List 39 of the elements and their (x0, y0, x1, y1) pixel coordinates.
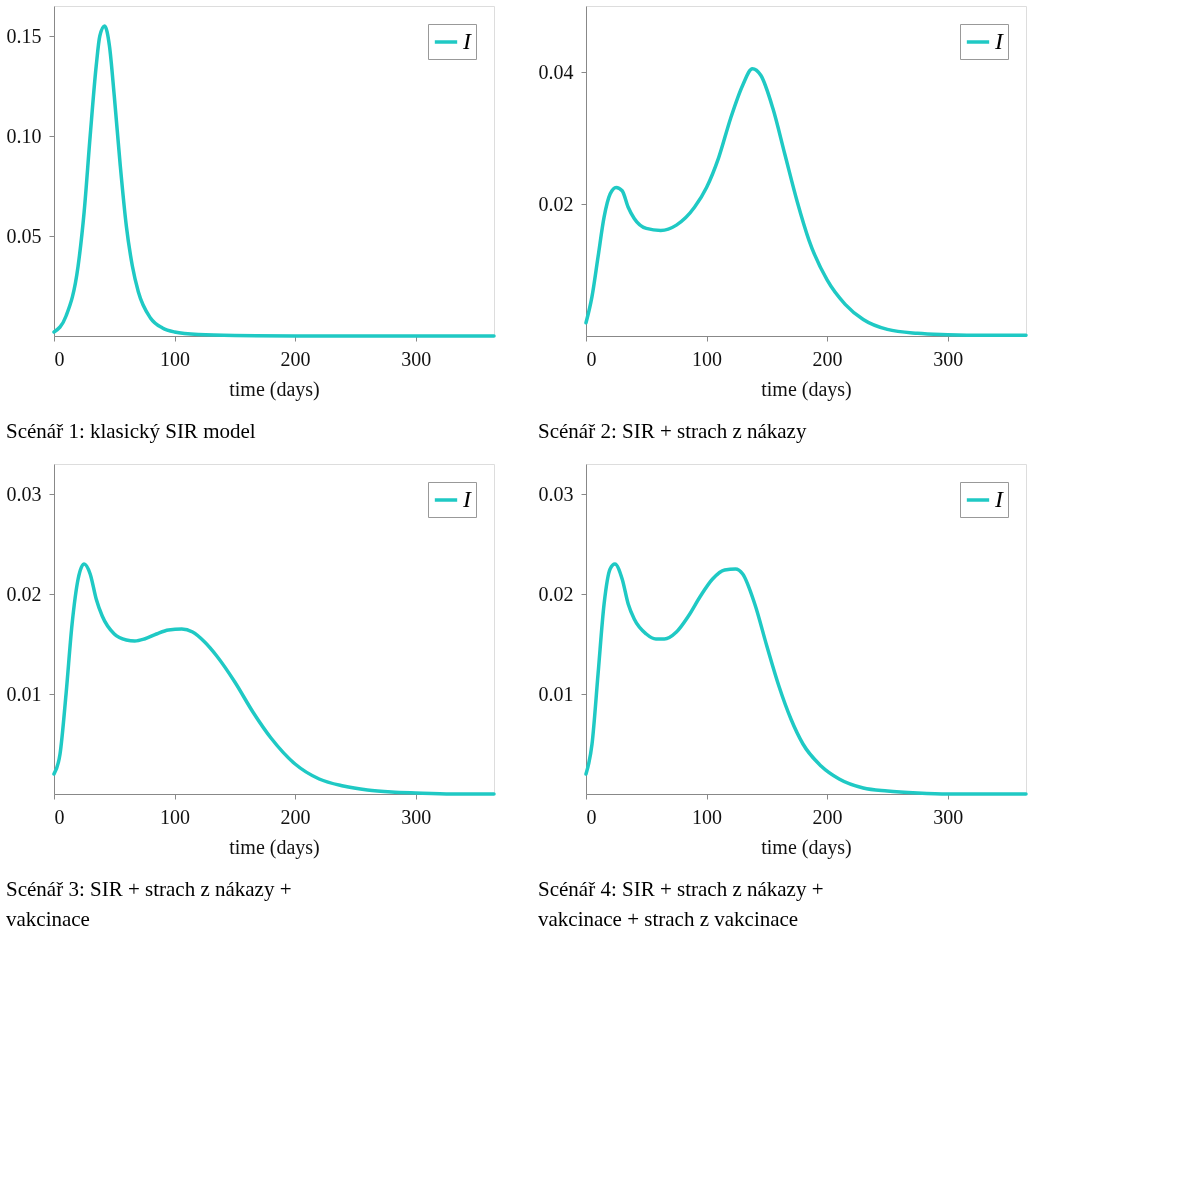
x-tick-label: 300 (401, 805, 432, 828)
x-tick-label: 200 (280, 347, 311, 370)
legend-label: I (462, 28, 472, 54)
y-tick-label: 0.02 (538, 582, 574, 605)
legend-label: I (462, 486, 472, 512)
text: Scénář 3: SIR + strach z nákazy + vakcinace (6, 877, 292, 931)
y-tick-label: 0.05 (6, 224, 42, 247)
y-tick-label: 0.01 (538, 682, 574, 705)
legend-label: I (994, 28, 1004, 54)
x-axis-title: time (days) (761, 377, 852, 401)
x-tick-label: 100 (692, 347, 723, 370)
y-tick-label: 0.04 (538, 60, 574, 83)
x-axis-title: time (days) (761, 835, 852, 859)
x-tick-label: 100 (160, 347, 191, 370)
y-tick-label: 0.03 (538, 482, 574, 505)
legend-label: I (994, 486, 1004, 512)
x-tick-label: 200 (812, 805, 843, 828)
text: Scénář 1: klasický SIR model (6, 419, 256, 443)
x-axis-title: time (days) (229, 835, 320, 859)
y-tick-label: 0.15 (6, 24, 42, 47)
x-tick-label: 100 (160, 805, 191, 828)
x-tick-label: 200 (812, 347, 843, 370)
x-tick-label: 0 (54, 347, 65, 370)
y-tick-label: 0.02 (538, 192, 574, 215)
x-axis-title: time (days) (229, 377, 320, 401)
x-tick-label: 0 (54, 805, 65, 828)
x-tick-label: 0 (586, 347, 597, 370)
y-tick-label: 0.01 (6, 682, 42, 705)
text: Scénář 2: SIR + strach z nákazy (538, 419, 807, 443)
x-tick-label: 300 (401, 347, 432, 370)
x-tick-label: 200 (280, 805, 311, 828)
y-tick-label: 0.10 (6, 124, 42, 147)
x-tick-label: 0 (586, 805, 597, 828)
x-tick-label: 300 (933, 347, 964, 370)
x-tick-label: 100 (692, 805, 723, 828)
y-tick-label: 0.03 (6, 482, 42, 505)
x-tick-label: 300 (933, 805, 964, 828)
y-tick-label: 0.02 (6, 582, 42, 605)
text: Scénář 4: SIR + strach z nákazy + vakcinace + strach z vakcinace (538, 877, 824, 931)
